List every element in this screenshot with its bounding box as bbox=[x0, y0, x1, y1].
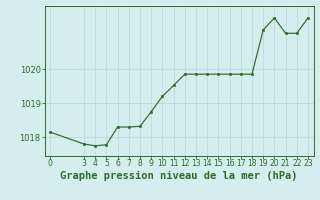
X-axis label: Graphe pression niveau de la mer (hPa): Graphe pression niveau de la mer (hPa) bbox=[60, 171, 298, 181]
